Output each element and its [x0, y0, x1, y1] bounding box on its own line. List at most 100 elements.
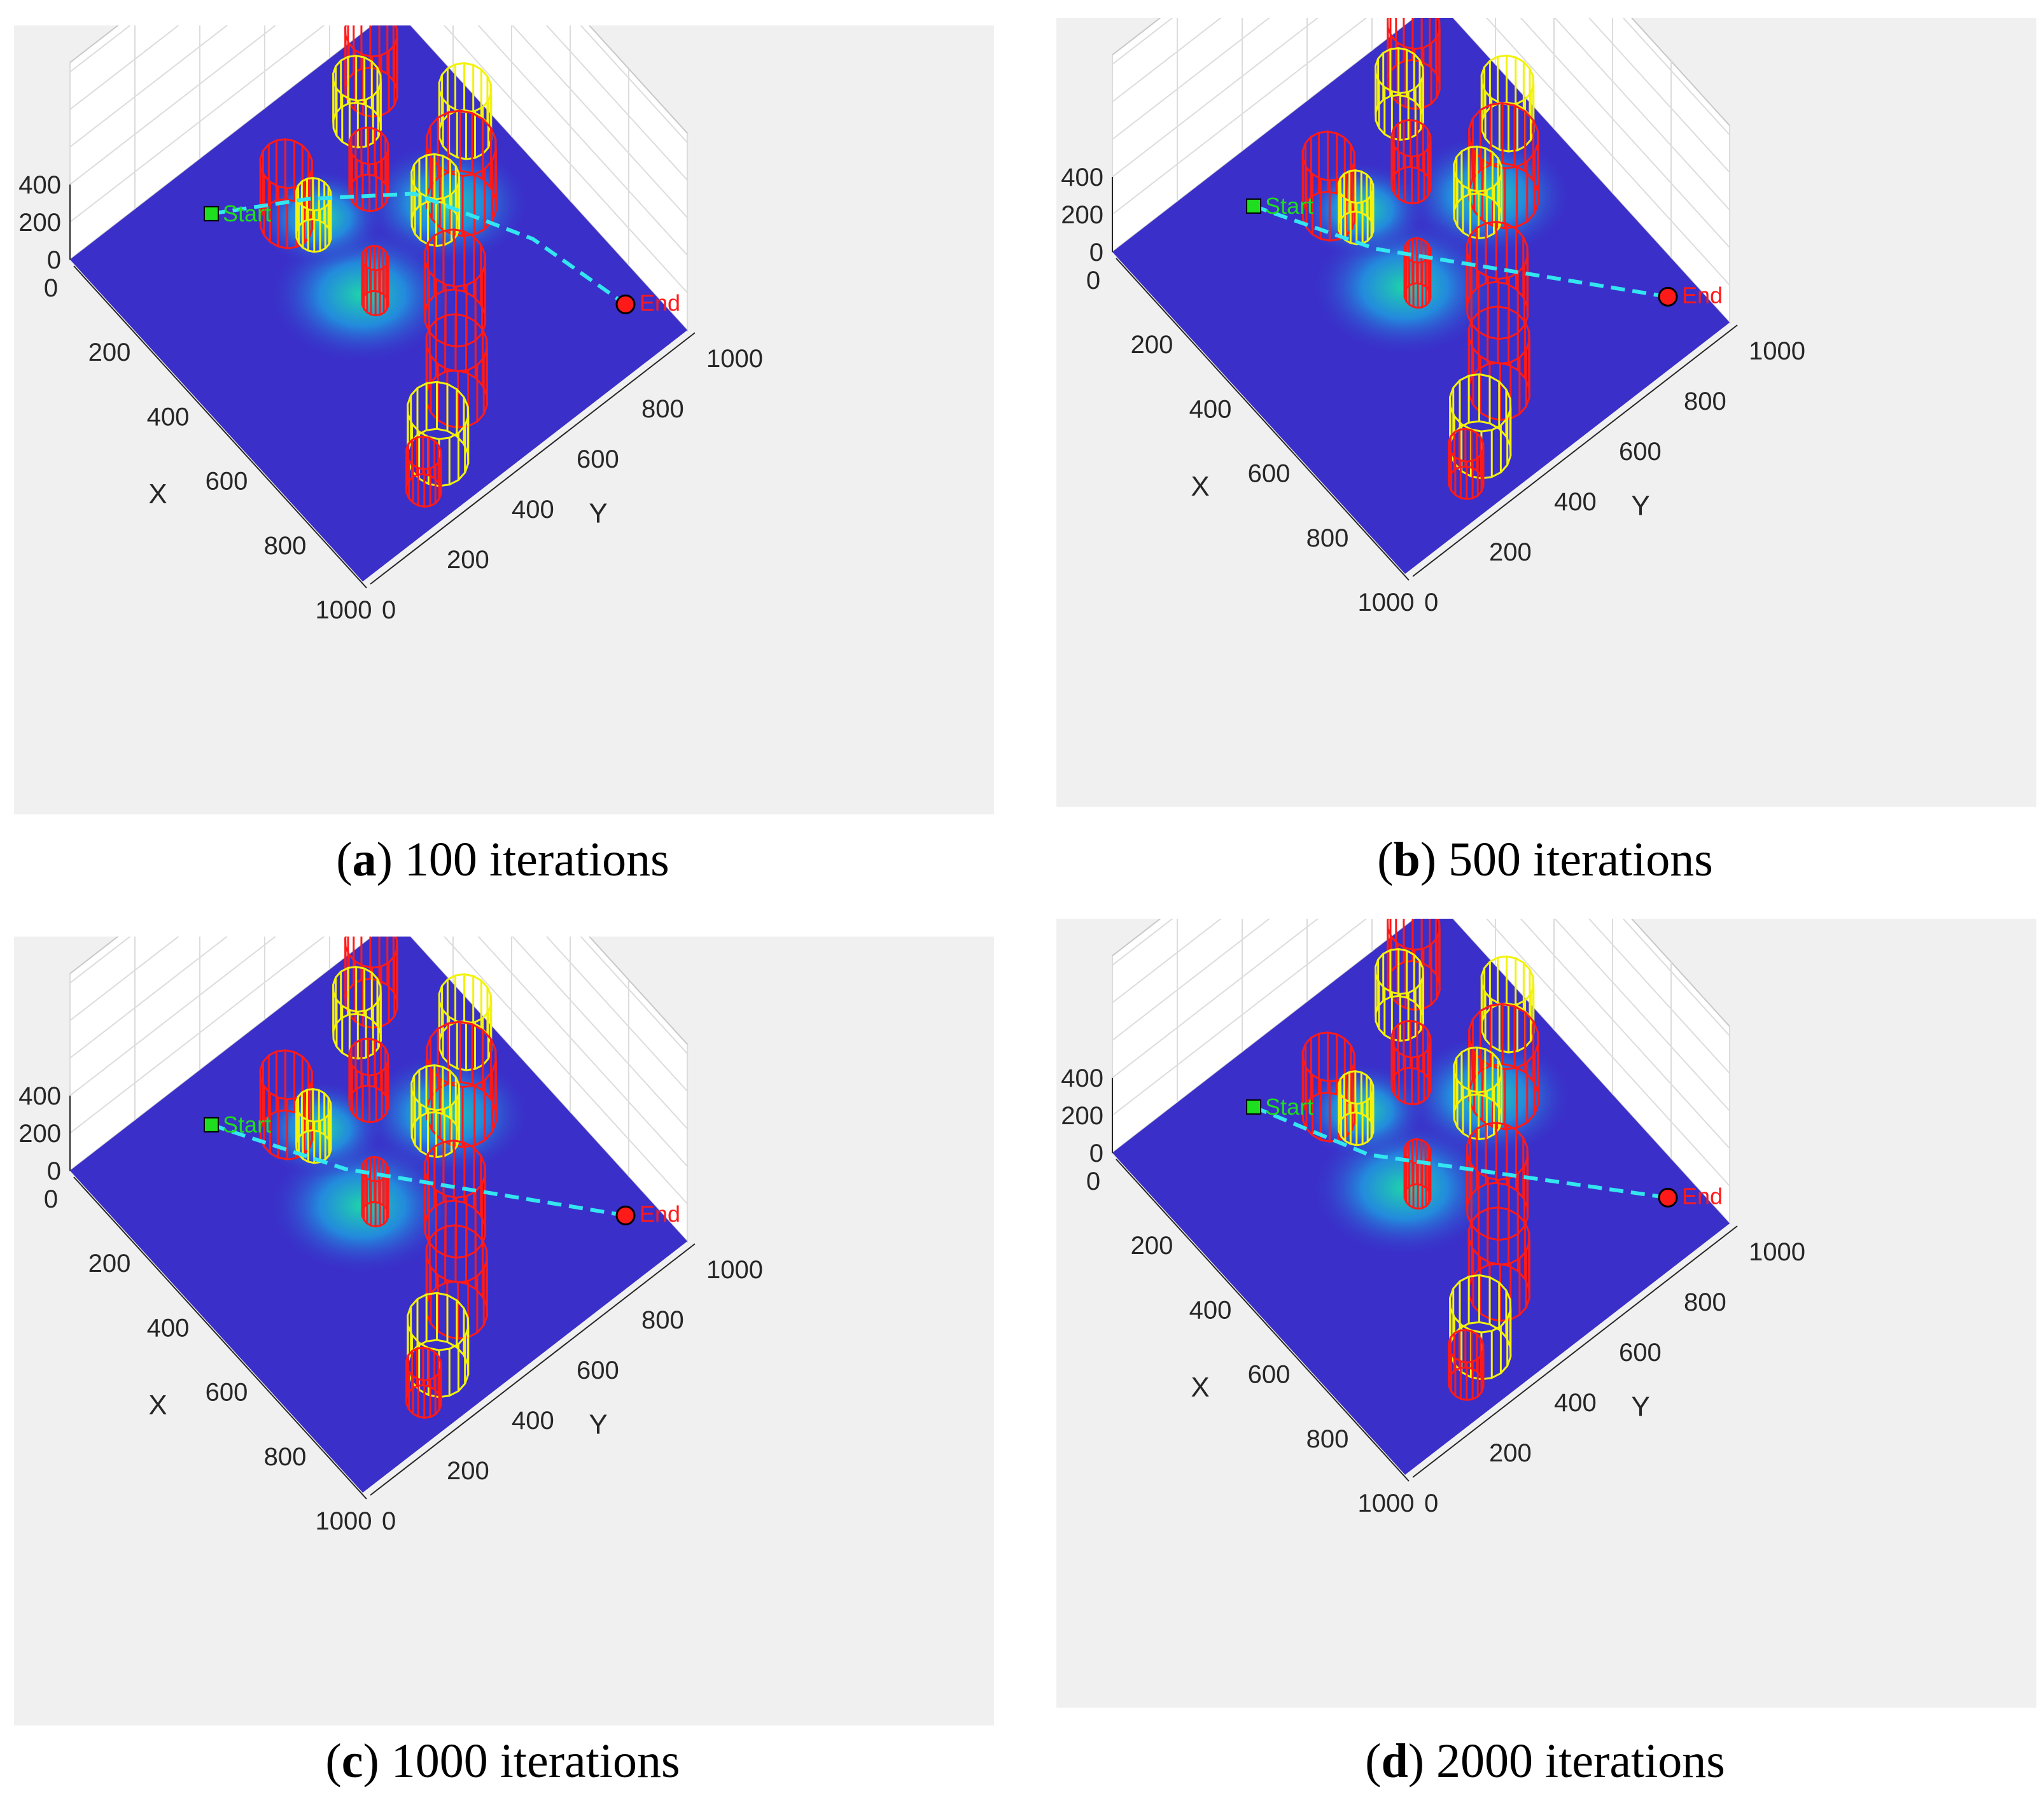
start-label: Start — [1265, 193, 1313, 219]
caption-d-label: d — [1381, 1734, 1408, 1788]
end-label: End — [640, 1201, 680, 1227]
axis-lines — [1112, 177, 1738, 581]
obstacle-yellow-5 — [295, 1088, 332, 1164]
y-tick-label: 200 — [447, 1457, 489, 1485]
obstacle-red-13 — [1448, 1328, 1485, 1402]
obstacles — [259, 937, 497, 1419]
x-axis-line — [73, 265, 367, 589]
chart-c: Start End 0 200 400 600 800 1000 0 200 400 600 800 10… — [18, 937, 763, 1535]
y-axis-line — [370, 1243, 696, 1496]
obstacle-red-9 — [361, 244, 389, 317]
obstacle-red-9 — [1403, 237, 1432, 309]
y-tick-label: 200 — [1489, 1439, 1532, 1467]
z-tick-label: 200 — [18, 209, 61, 237]
start-marker — [204, 1117, 219, 1132]
y-tick-label: 1000 — [706, 1256, 763, 1284]
y-axis-label: Y — [1631, 1391, 1649, 1423]
x-tick-label: 600 — [206, 1379, 248, 1407]
y-axis-label: Y — [1631, 491, 1649, 522]
end-marker — [615, 1205, 636, 1225]
start-label: Start — [223, 200, 271, 226]
y-tick-label: 0 — [382, 596, 396, 624]
y-tick-label: 1000 — [1749, 337, 1805, 365]
caption-b: (b) 500 iterations — [1377, 833, 1713, 886]
z-tick-label: 200 — [1061, 201, 1103, 229]
y-tick-label: 1000 — [1749, 1238, 1805, 1266]
caption-c-text: 1000 iterations — [391, 1734, 680, 1788]
plot-panel-a: Start End 0 200 400 600 800 1000 0 200 400 600 800 10… — [14, 25, 994, 814]
caption-b-text: 500 iterations — [1448, 833, 1713, 886]
y-tick-label: 400 — [1554, 1389, 1597, 1417]
y-axis-line — [1412, 1225, 1738, 1478]
x-axis-line — [1116, 1159, 1410, 1482]
obstacle-yellow-5 — [1338, 1070, 1375, 1146]
x-tick-label: 600 — [1248, 460, 1291, 488]
caption-c-label: c — [341, 1734, 363, 1788]
caption-c: (c) 1000 iterations — [325, 1734, 680, 1788]
x-tick-label: 600 — [206, 468, 248, 496]
obstacle-yellow-5 — [1338, 169, 1375, 246]
y-axis-label: Y — [589, 498, 607, 529]
obstacle-yellow-5 — [295, 177, 332, 253]
grid-lines — [1112, 919, 1730, 1223]
x-axis-label: X — [1191, 1372, 1209, 1403]
obstacle-yellow-8 — [1453, 145, 1503, 240]
chart-d: Start End 0 200 400 600 800 1000 0 200 400 600 800 10… — [1061, 919, 1805, 1517]
x-tick-label: 800 — [264, 532, 307, 560]
obstacle-yellow-2 — [332, 55, 382, 149]
x-axis-line — [1116, 258, 1410, 581]
y-tick-label: 600 — [1619, 1339, 1662, 1367]
caption-a: (a) 100 iterations — [336, 833, 669, 886]
y-tick-label: 1000 — [706, 345, 763, 373]
y-tick-label: 600 — [1619, 438, 1662, 466]
plot-panel-d: Start End 0 200 400 600 800 1000 0 200 400 600 800 10… — [1056, 919, 2036, 1708]
obstacles — [259, 25, 497, 508]
plot-panel-b: Start End 0 200 400 600 800 1000 0 200 400 600 800 10… — [1056, 18, 2036, 807]
x-tick-label: 400 — [147, 1314, 190, 1342]
obstacle-yellow-8 — [410, 1064, 461, 1159]
y-axis-label: Y — [589, 1409, 607, 1440]
start-marker — [1246, 198, 1261, 214]
obstacle-yellow-8 — [1453, 1046, 1503, 1141]
obstacle-yellow-2 — [332, 966, 382, 1060]
planned-path — [1252, 1105, 1669, 1200]
obstacle-red-3 — [1390, 1019, 1432, 1106]
obstacle-red-3 — [348, 126, 389, 213]
start-label: Start — [1265, 1094, 1313, 1120]
planned-path — [1253, 204, 1669, 299]
grid-lines — [69, 25, 688, 330]
z-tick-label: 0 — [47, 246, 61, 274]
obstacle-red-11 — [1467, 305, 1530, 421]
obstacle-red-1 — [1387, 919, 1441, 1011]
z-tick-label: 200 — [1061, 1102, 1103, 1130]
y-tick-label: 400 — [512, 496, 554, 524]
x-tick-label: 200 — [88, 338, 131, 366]
y-tick-label: 800 — [641, 1306, 684, 1334]
axis-lines — [69, 185, 696, 589]
caption-b-label: b — [1393, 833, 1420, 886]
x-tick-label: 0 — [1086, 267, 1100, 295]
obstacles — [1301, 919, 1539, 1402]
end-label: End — [1682, 282, 1723, 308]
x-axis-label: X — [1191, 471, 1209, 502]
obstacle-red-3 — [1390, 118, 1432, 205]
chart-b: Start End 0 200 400 600 800 1000 0 200 400 600 800 10… — [1061, 18, 1805, 617]
obstacle-yellow-2 — [1375, 47, 1424, 141]
end-marker — [615, 294, 636, 314]
x-tick-label: 400 — [1189, 395, 1232, 423]
grid-lines — [1112, 18, 1730, 323]
y-tick-label: 600 — [577, 445, 619, 473]
caption-a-label: a — [352, 833, 377, 886]
z-tick-label: 200 — [18, 1120, 61, 1148]
caption-d-text: 2000 iterations — [1436, 1734, 1725, 1788]
x-tick-label: 200 — [1131, 331, 1173, 359]
x-axis-label: X — [148, 478, 167, 510]
y-tick-label: 400 — [1554, 488, 1597, 516]
chart-a: Start End 0 200 400 600 800 1000 0 200 400 600 800 10… — [18, 25, 763, 624]
y-tick-label: 0 — [1424, 589, 1438, 617]
y-axis-line — [370, 332, 696, 585]
obstacle-red-9 — [1403, 1138, 1432, 1210]
z-tick-label: 400 — [18, 1082, 61, 1110]
x-tick-label: 400 — [147, 403, 190, 431]
z-tick-label: 400 — [18, 171, 61, 199]
